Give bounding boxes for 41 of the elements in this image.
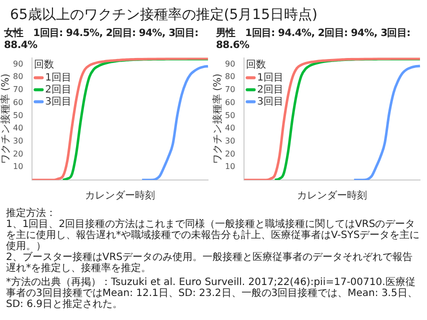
text: 1、1回目、2回目接種の方法はこれまで同様（一般接種と職域接種に関してはVRSのデータを主に使用し、報告遅れ*や職域接種での未報告分も計上、医療従事者はV-SYSデータを主に使用。） bbox=[6, 219, 421, 252]
chart-title: 65歳以上のワクチン接種率の推定(5月15日時点) bbox=[9, 6, 318, 25]
y-tick-label: 10 bbox=[12, 162, 24, 172]
text: 2、ブースター接種はVRSデータのみ使用。一般接種と医療従事者のデータそれぞれで報告遅れ*を推定し、接種率を推定。 bbox=[6, 252, 414, 274]
y-tick-label: 50 bbox=[12, 110, 24, 120]
y-tick-label: 80 bbox=[12, 72, 24, 82]
y-tick-label: 50 bbox=[224, 110, 236, 120]
chart-subtitle: 女性 1回目: 94.5%, 2回目: 94%, 3回目: 88.4% bbox=[3, 28, 200, 52]
legend-label: 1回目 bbox=[45, 72, 72, 84]
text: 推定方法： bbox=[6, 208, 57, 219]
y-axis-title: ワクチン接種率 (%) bbox=[0, 74, 12, 164]
line-series bbox=[30, 58, 210, 180]
line-series bbox=[352, 64, 422, 180]
y-tick-label: 40 bbox=[224, 124, 236, 133]
y-tick-label: 80 bbox=[224, 72, 236, 82]
y-tick-label: 10 bbox=[224, 162, 236, 172]
y-tick-label: 90 bbox=[224, 59, 236, 68]
legend-label: 2回目 bbox=[257, 84, 284, 96]
x-axis-title: カレンダー時刻 bbox=[85, 190, 156, 202]
y-tick-label: 60 bbox=[12, 98, 24, 107]
legend-label: 1回目 bbox=[257, 72, 284, 84]
legend-label: 2回目 bbox=[45, 84, 72, 96]
legend-label: 3回目 bbox=[45, 96, 72, 108]
text: *方法の出典（再掲）：Tsuzuki et al. Euro Surveill. 2017;22(46):pii=17-00710.医療従事者の3回目接種ではMean: 12.1日、SD: 23.2日、一般の3回目接種では、Mean: 3.5日、SD: 6.9日と推定された。 bbox=[6, 277, 418, 310]
legend-title: 回数 bbox=[246, 59, 266, 70]
y-tick-label: 20 bbox=[224, 149, 236, 158]
y-tick-label: 30 bbox=[224, 136, 236, 146]
y-tick-label: 90 bbox=[12, 59, 24, 68]
line-series bbox=[242, 58, 422, 180]
y-tick-label: 30 bbox=[12, 136, 24, 146]
x-axis-title: カレンダー時刻 bbox=[297, 190, 368, 202]
y-axis-title: ワクチン接種率 (%) bbox=[212, 74, 224, 164]
y-tick-label: 70 bbox=[12, 85, 24, 94]
y-tick-label: 60 bbox=[224, 98, 236, 107]
y-tick-label: 70 bbox=[224, 85, 236, 94]
chart-subtitle: 男性 1回目: 94.4%, 2回目: 94%, 3回目: 88.6% bbox=[214, 28, 412, 52]
legend-label: 3回目 bbox=[257, 96, 284, 108]
y-tick-label: 40 bbox=[12, 124, 24, 133]
line-series bbox=[140, 65, 210, 180]
legend-title: 回数 bbox=[34, 59, 54, 70]
y-tick-label: 20 bbox=[12, 149, 24, 158]
